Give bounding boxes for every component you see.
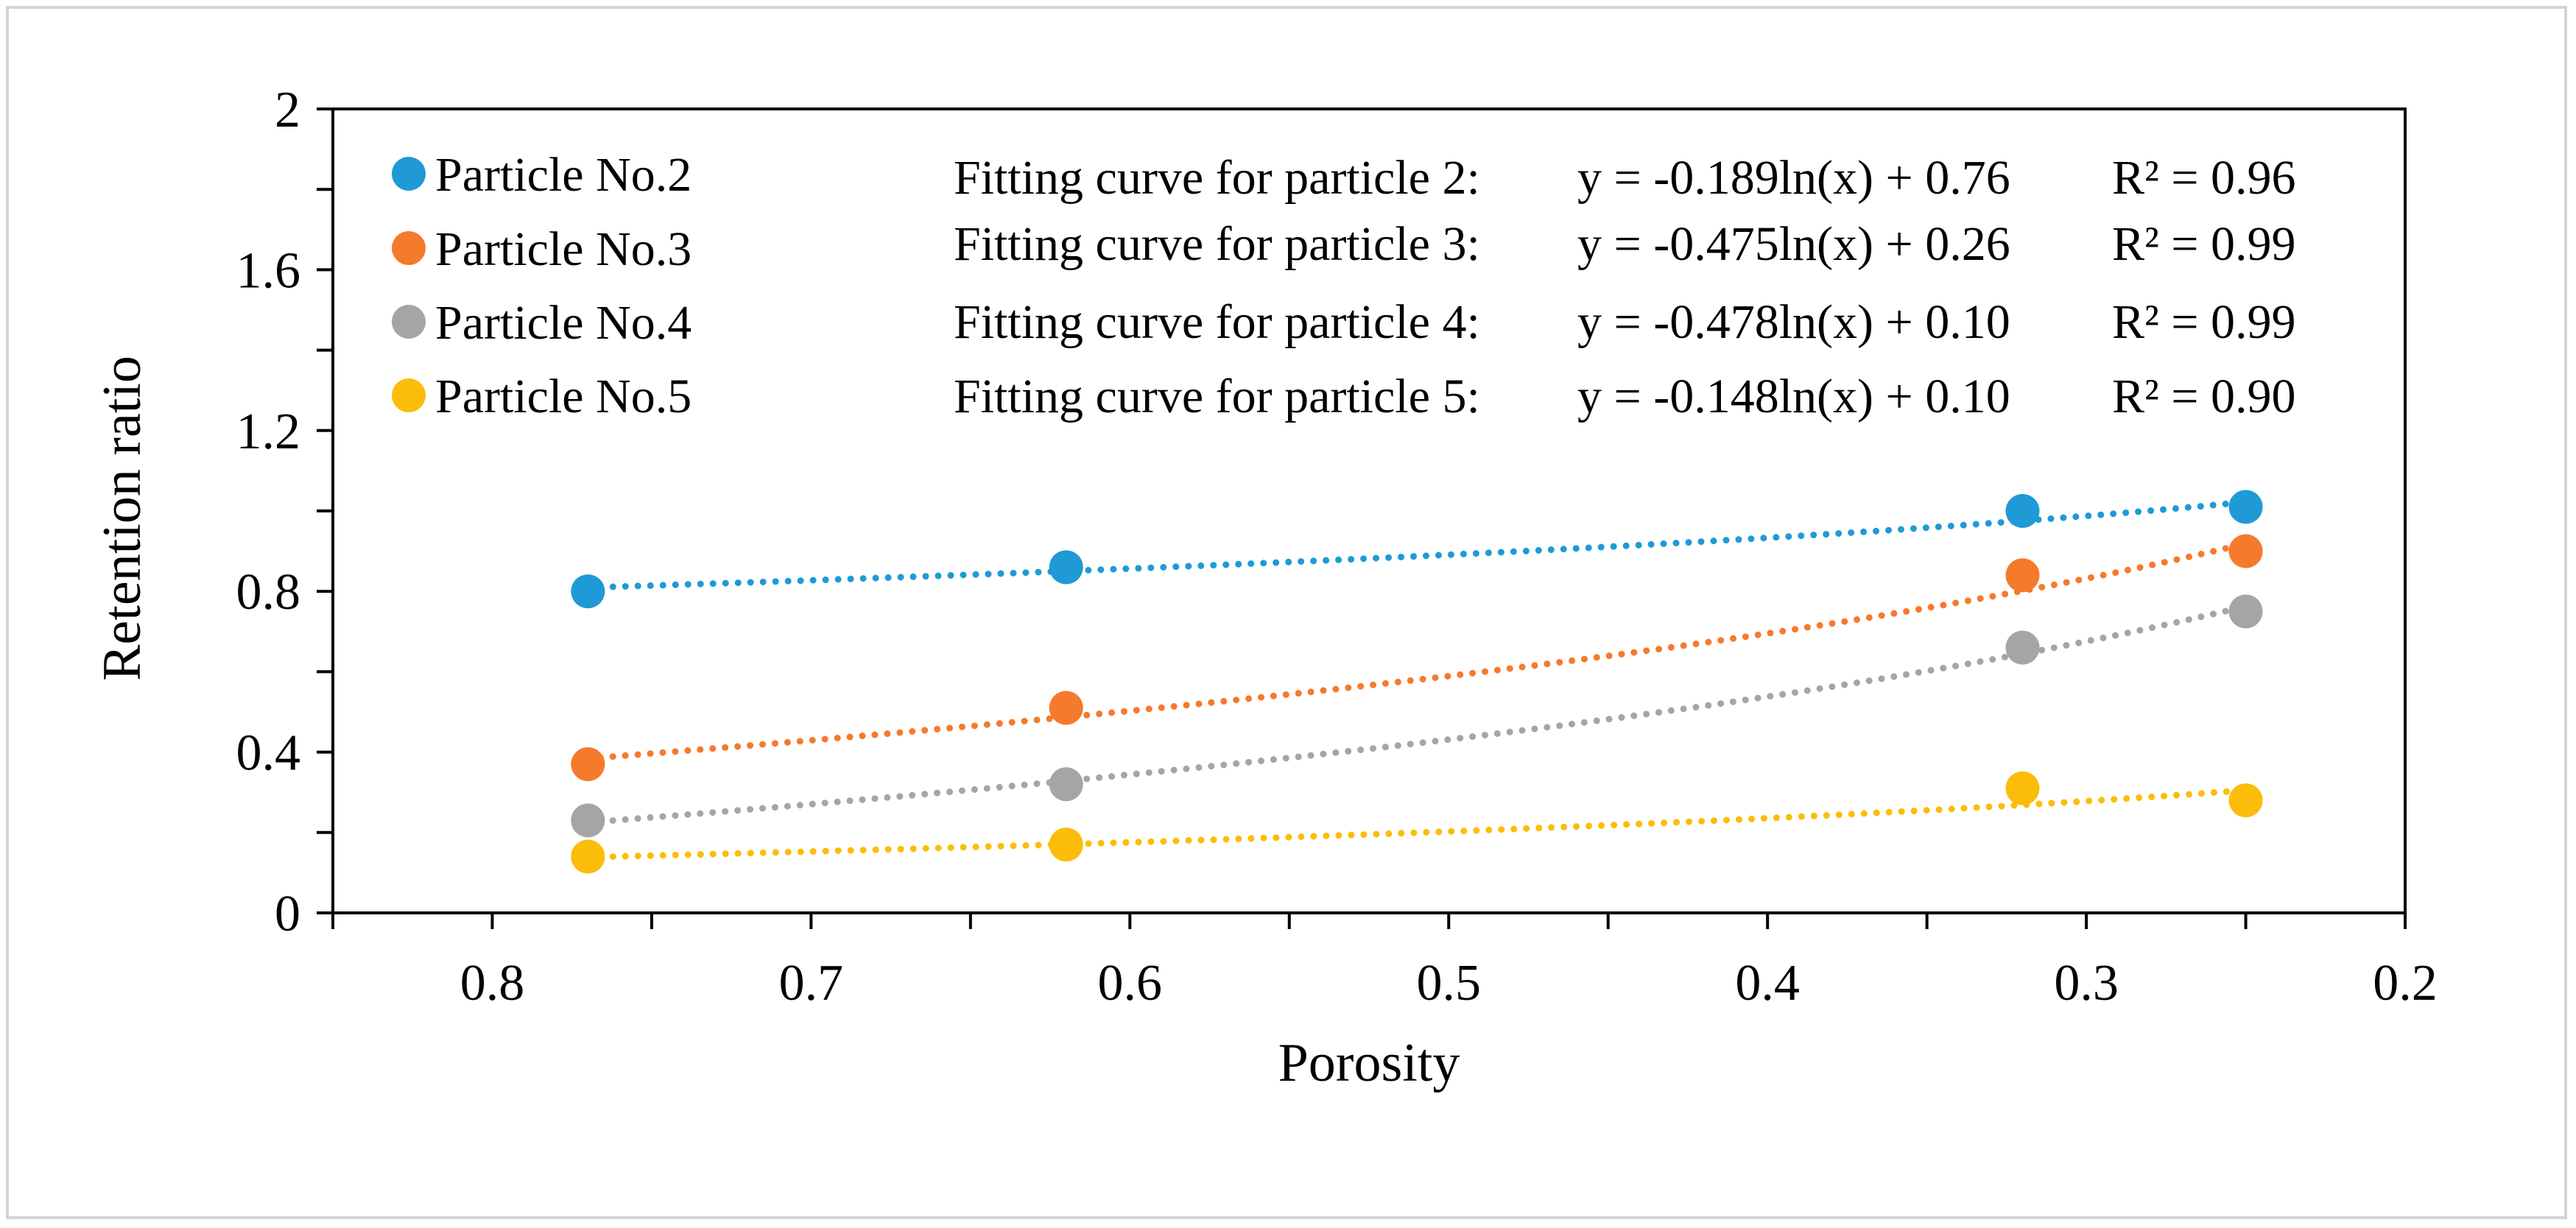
y-tick-label: 0 — [275, 886, 300, 942]
data-point-particle-4 — [2228, 594, 2263, 629]
data-point-particle-3 — [2228, 534, 2263, 568]
y-tick-label: 0.4 — [236, 725, 301, 782]
data-point-particle-3 — [2005, 558, 2040, 593]
fit-equation-particle-3: y = -0.475ln(x) + 0.26 — [1577, 217, 2010, 271]
x-tick-label: 0.8 — [460, 955, 525, 1012]
x-tick-label: 0.7 — [779, 955, 844, 1012]
fit-equation-particle-2: y = -0.189ln(x) + 0.76 — [1577, 151, 2010, 205]
fit-curve-particle-3 — [584, 540, 2249, 762]
fit-label-particle-3: Fitting curve for particle 3: — [954, 217, 1480, 271]
fit-r2-particle-3: R² = 0.99 — [2112, 217, 2296, 271]
data-point-particle-5 — [2005, 771, 2040, 805]
fit-r2-particle-2: R² = 0.96 — [2112, 151, 2296, 205]
x-tick-label: 0.6 — [1098, 955, 1163, 1012]
y-axis-title: Retention ratio — [92, 356, 152, 681]
data-point-particle-4 — [571, 803, 605, 838]
fit-label-particle-2: Fitting curve for particle 2: — [954, 151, 1480, 205]
fit-equations: Fitting curve for particle 2: y = -0.189l… — [954, 151, 2296, 423]
data-point-particle-2 — [2005, 494, 2040, 528]
axes: 0 0.4 0.8 1.2 1.6 2 0.8 0.7 0.6 0.5 0.4 0.3 0.2 — [236, 82, 2438, 1012]
data-point-particle-2 — [1049, 550, 1083, 585]
x-tick-label: 0.2 — [2373, 955, 2438, 1012]
y-tick-label: 0.8 — [236, 564, 301, 621]
legend-label-particle-2: Particle No.2 — [435, 148, 691, 202]
legend-marker-particle-5 — [392, 378, 426, 412]
data-point-particle-5 — [1049, 828, 1083, 862]
legend-marker-particle-2 — [392, 157, 426, 191]
fit-curve-particle-5 — [584, 786, 2249, 861]
legend-label-particle-4: Particle No.4 — [435, 296, 691, 350]
legend-marker-particle-4 — [392, 305, 426, 339]
fit-r2-particle-4: R² = 0.99 — [2112, 295, 2296, 349]
legend-label-particle-3: Particle No.3 — [435, 222, 691, 276]
fit-label-particle-4: Fitting curve for particle 4: — [954, 295, 1480, 349]
x-axis-title: Porosity — [1278, 1033, 1460, 1093]
data-point-particle-2 — [2228, 490, 2263, 524]
legend-marker-particle-3 — [392, 231, 426, 265]
x-tick-label: 0.5 — [1416, 955, 1481, 1012]
x-tick-label: 0.4 — [1735, 955, 1800, 1012]
fit-r2-particle-5: R² = 0.90 — [2112, 370, 2296, 423]
y-tick-label: 1.2 — [236, 403, 301, 460]
fit-label-particle-5: Fitting curve for particle 5: — [954, 370, 1480, 423]
y-tick-label: 1.6 — [236, 242, 301, 299]
data-points — [571, 490, 2263, 874]
data-point-particle-3 — [571, 747, 605, 781]
fit-equation-particle-5: y = -0.148ln(x) + 0.10 — [1577, 370, 2010, 423]
data-point-particle-5 — [2228, 783, 2263, 818]
x-tick-label: 0.3 — [2054, 955, 2119, 1012]
fit-equation-particle-4: y = -0.478ln(x) + 0.10 — [1577, 295, 2010, 349]
legend-label-particle-5: Particle No.5 — [435, 370, 691, 423]
data-point-particle-4 — [2005, 630, 2040, 665]
fit-curve-particle-4 — [584, 603, 2249, 826]
data-point-particle-2 — [571, 574, 605, 609]
data-point-particle-4 — [1049, 767, 1083, 802]
fit-curves — [584, 498, 2249, 861]
y-tick-label: 2 — [275, 82, 300, 138]
chart-frame — [6, 6, 2567, 1219]
legend: Particle No.2 Particle No.3 Particle No.4 P… — [392, 148, 691, 423]
data-point-particle-5 — [571, 839, 605, 874]
data-point-particle-3 — [1049, 691, 1083, 725]
fit-curve-particle-2 — [584, 498, 2249, 591]
